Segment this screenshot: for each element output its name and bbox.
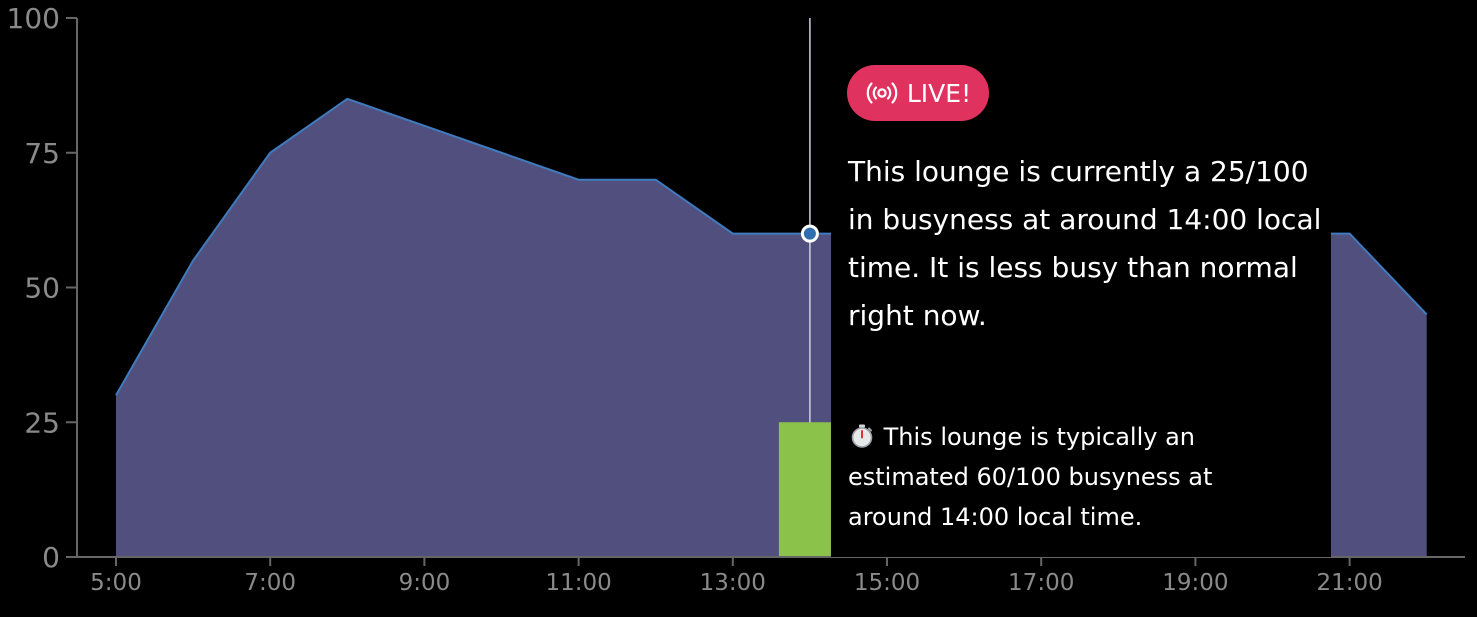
x-tick-label: 7:00	[244, 570, 296, 596]
x-tick-label: 17:00	[1008, 570, 1074, 596]
y-tick-label: 75	[24, 137, 60, 170]
typical-value-marker	[800, 224, 819, 243]
current-busyness-text: This lounge is currently a 25/100 in bus…	[848, 155, 1322, 332]
chart-axes: 0 25 50 75 100 5:00 7:00 9:00 11:00 13:00 15:00 17:…	[7, 2, 1465, 596]
broadcast-icon	[866, 82, 898, 104]
y-tick-label: 0	[42, 541, 60, 574]
y-tick-label: 25	[24, 406, 60, 439]
x-tick-label: 5:00	[90, 570, 142, 596]
y-tick-label: 50	[24, 272, 60, 305]
typical-busyness-text: This lounge is typically an estimated 60…	[848, 423, 1213, 531]
x-tick-label: 11:00	[545, 570, 611, 596]
x-tick-label: 13:00	[700, 570, 766, 596]
live-badge-label: LIVE!	[906, 78, 972, 108]
typical-busyness-note: This lounge is typically an estimated 60…	[848, 417, 1278, 537]
y-tick-label: 100	[7, 2, 60, 35]
current-busyness-bar	[778, 422, 831, 557]
stopwatch-icon	[851, 424, 873, 448]
x-tick-label: 9:00	[399, 570, 451, 596]
x-tick-label: 19:00	[1162, 570, 1228, 596]
live-badge: LIVE!	[847, 65, 989, 121]
x-tick-label: 21:00	[1316, 570, 1382, 596]
busyness-tooltip: LIVE! This lounge is currently a 25/100 …	[831, 40, 1331, 557]
x-tick-label: 15:00	[854, 570, 920, 596]
